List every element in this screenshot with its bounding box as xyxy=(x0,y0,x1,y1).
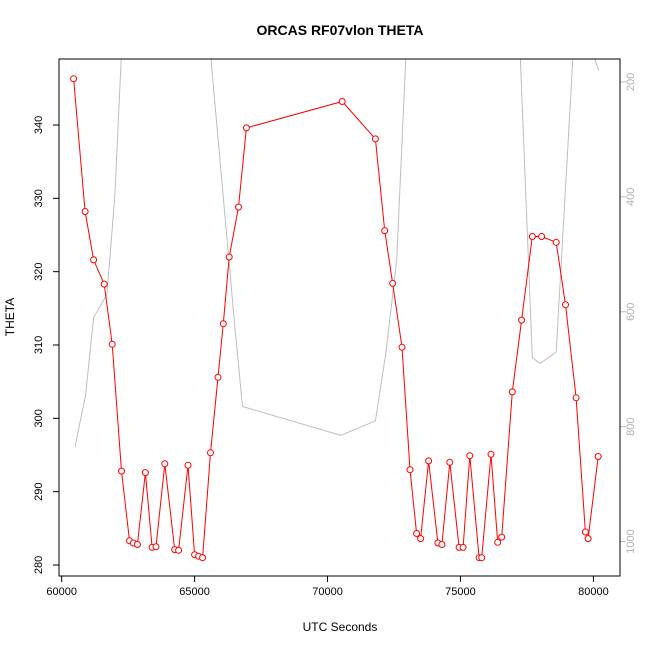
x-tick-label: 60000 xyxy=(46,586,77,598)
y-tick-label: 320 xyxy=(33,262,45,280)
theta-point xyxy=(459,543,467,551)
theta-point xyxy=(581,528,589,536)
theta-point xyxy=(498,533,506,541)
theta-point xyxy=(100,280,108,288)
y2-tick-label: 400 xyxy=(625,188,637,206)
theta-point xyxy=(371,135,379,143)
theta-point xyxy=(478,554,486,562)
theta-point xyxy=(438,541,446,548)
y2-tick-label: 800 xyxy=(625,417,637,435)
theta-point xyxy=(338,98,346,105)
theta-point xyxy=(381,227,389,235)
x-tick-label: 80000 xyxy=(578,586,609,598)
theta-point xyxy=(70,75,78,83)
theta-point xyxy=(133,541,141,548)
theta-point xyxy=(398,343,406,351)
theta-point xyxy=(518,316,526,324)
chart-title: ORCAS RF07vlon THETA xyxy=(257,22,424,38)
theta-point xyxy=(508,388,516,396)
theta-point xyxy=(141,469,149,477)
theta-point xyxy=(584,535,592,543)
x-axis-label: UTC Seconds xyxy=(303,620,378,634)
theta-series-layer xyxy=(70,75,602,562)
x-tick-label: 65000 xyxy=(179,586,210,598)
theta-point xyxy=(538,233,546,240)
theta-point xyxy=(161,460,169,468)
theta-point xyxy=(425,457,433,465)
theta-point xyxy=(175,546,183,554)
theta-point xyxy=(152,543,160,551)
theta-point xyxy=(108,340,116,348)
theta-point xyxy=(406,466,414,474)
theta-point xyxy=(184,461,192,469)
y2-tick-label: 200 xyxy=(625,73,637,91)
theta-point xyxy=(594,453,602,460)
x-tick-label: 70000 xyxy=(312,586,343,598)
y-tick-label: 310 xyxy=(33,336,45,354)
y-tick-label: 290 xyxy=(33,482,45,500)
theta-point xyxy=(487,450,495,458)
theta-point xyxy=(528,233,536,240)
theta-point xyxy=(90,256,98,264)
theta-point xyxy=(207,449,214,457)
theta-point xyxy=(242,124,250,132)
theta-point xyxy=(417,535,425,543)
y-tick-label: 330 xyxy=(33,189,45,207)
theta-point xyxy=(214,373,222,381)
y-axis-label: THETA xyxy=(3,298,17,336)
theta-point xyxy=(446,458,454,466)
y-tick-label: 340 xyxy=(33,116,45,134)
theta-point xyxy=(552,238,560,246)
theta-point xyxy=(199,554,207,562)
theta-point xyxy=(466,452,474,460)
theta-point xyxy=(225,253,233,261)
theta-point xyxy=(413,530,421,537)
theta-point xyxy=(118,467,125,475)
y2-tick-label: 1000 xyxy=(625,529,637,553)
theta-point xyxy=(494,538,502,546)
x-tick-label: 75000 xyxy=(445,586,476,598)
y-tick-label: 280 xyxy=(33,556,45,574)
theta-point xyxy=(219,320,227,328)
theta-point xyxy=(81,208,89,215)
theta-point xyxy=(389,279,397,287)
axes: 60000 65000 70000 75000 80000 280 290 300 310 320… xyxy=(33,73,637,598)
secondary-series-layer xyxy=(74,59,600,447)
secondary-series-line xyxy=(74,59,600,447)
y-tick-label: 300 xyxy=(33,409,45,427)
y2-tick-label: 600 xyxy=(625,303,637,321)
plot-frame xyxy=(58,58,621,577)
theta-point xyxy=(572,394,580,402)
theta-point xyxy=(562,301,569,309)
theta-point xyxy=(235,203,242,211)
